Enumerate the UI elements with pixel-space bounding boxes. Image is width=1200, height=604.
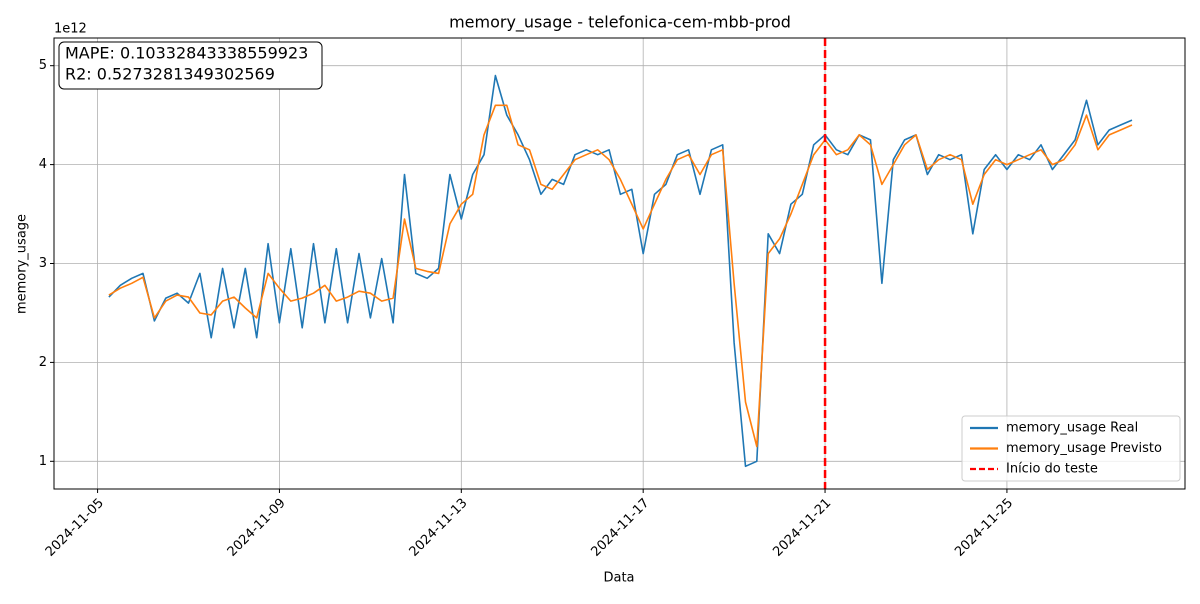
y-offset-label: 1e12 — [54, 22, 87, 37]
data-line — [108, 74, 1133, 468]
chart-title: memory_usage - telefonica-cem-mbb-prod — [449, 13, 791, 33]
y-tick-label: 3 — [39, 256, 47, 271]
plot-frame — [53, 37, 1186, 490]
data-line — [108, 104, 1133, 448]
x-axis-label: Data — [603, 571, 634, 586]
y-tick-label: 1 — [39, 454, 47, 469]
y-axis-label: memory_usage — [15, 214, 30, 314]
y-tick-label: 2 — [39, 355, 47, 370]
legend-label: memory_usage Previsto — [1006, 441, 1162, 456]
y-tick-label: 5 — [39, 58, 47, 73]
legend-box — [961, 415, 1181, 482]
legend-label: Início do teste — [1006, 462, 1098, 477]
legend-label: memory_usage Real — [1006, 421, 1138, 436]
metrics-box — [58, 41, 323, 90]
y-tick-label: 4 — [39, 157, 47, 172]
metrics-text: MAPE: 0.10332843338559923 — [65, 44, 308, 63]
metrics-text: R2: 0.5273281349302569 — [65, 65, 275, 84]
